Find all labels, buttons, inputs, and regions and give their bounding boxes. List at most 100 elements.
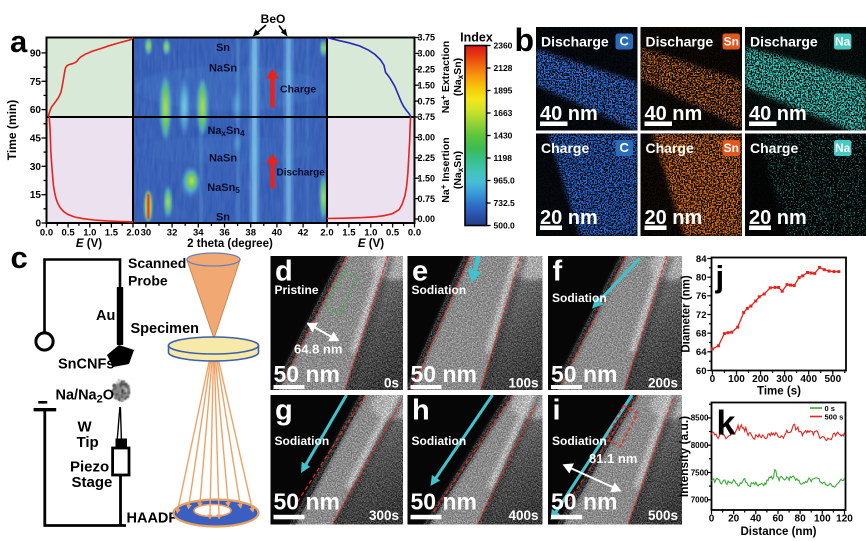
svg-text:j: j bbox=[715, 259, 725, 294]
svg-text:3.00: 3.00 bbox=[418, 49, 436, 59]
svg-text:Time (min): Time (min) bbox=[5, 100, 19, 160]
svg-text:Sn: Sn bbox=[216, 212, 230, 224]
svg-text:2 theta (degree): 2 theta (degree) bbox=[187, 238, 273, 250]
svg-text:Na: Na bbox=[835, 141, 851, 155]
svg-text:64: 64 bbox=[696, 347, 707, 358]
svg-text:40: 40 bbox=[272, 228, 283, 239]
svg-text:60: 60 bbox=[772, 514, 784, 525]
svg-text:Na: Na bbox=[835, 34, 851, 48]
svg-text:0.00: 0.00 bbox=[418, 214, 436, 224]
svg-text:1198: 1198 bbox=[494, 153, 513, 163]
svg-text:40 nm: 40 nm bbox=[749, 103, 807, 125]
svg-text:20 nm: 20 nm bbox=[749, 207, 807, 229]
svg-text:3.75: 3.75 bbox=[418, 33, 436, 43]
svg-text:36: 36 bbox=[219, 228, 230, 239]
svg-text:Discharge: Discharge bbox=[541, 34, 609, 50]
svg-text:8500: 8500 bbox=[691, 414, 709, 423]
svg-text:1430: 1430 bbox=[494, 131, 513, 141]
svg-text:BeO: BeO bbox=[261, 12, 286, 26]
svg-text:32: 32 bbox=[167, 228, 178, 239]
svg-text:2.0: 2.0 bbox=[126, 228, 139, 239]
svg-text:42: 42 bbox=[298, 228, 309, 239]
svg-text:2.0: 2.0 bbox=[320, 228, 333, 239]
svg-text:3.75: 3.75 bbox=[418, 112, 436, 122]
svg-text:2.25: 2.25 bbox=[418, 153, 436, 163]
svg-text:80: 80 bbox=[795, 514, 807, 525]
svg-text:g: g bbox=[275, 395, 293, 427]
svg-text:Specimen: Specimen bbox=[131, 321, 200, 337]
svg-text:0: 0 bbox=[709, 514, 715, 525]
svg-text:Discharge: Discharge bbox=[646, 34, 714, 50]
svg-text:e: e bbox=[412, 256, 428, 288]
svg-text:100: 100 bbox=[814, 514, 831, 525]
svg-text:0.5: 0.5 bbox=[386, 228, 400, 239]
svg-text:30: 30 bbox=[30, 162, 42, 173]
svg-text:Sn: Sn bbox=[724, 34, 739, 48]
svg-text:Distance (nm): Distance (nm) bbox=[740, 526, 816, 538]
svg-text:120: 120 bbox=[836, 514, 853, 525]
svg-text:80: 80 bbox=[696, 273, 707, 284]
svg-text:0.0: 0.0 bbox=[40, 228, 53, 239]
svg-text:Tip: Tip bbox=[77, 434, 99, 451]
svg-text:1.0: 1.0 bbox=[83, 228, 96, 239]
svg-text:84: 84 bbox=[696, 254, 707, 265]
svg-text:Na+ Insertion: Na+ Insertion bbox=[439, 137, 452, 202]
svg-text:20 nm: 20 nm bbox=[540, 207, 598, 229]
svg-text:W: W bbox=[78, 419, 93, 436]
svg-text:500 s: 500 s bbox=[825, 413, 844, 422]
svg-text:a: a bbox=[10, 24, 28, 59]
svg-text:c: c bbox=[11, 240, 28, 275]
svg-text:Charge: Charge bbox=[541, 140, 589, 156]
svg-text:50 nm: 50 nm bbox=[274, 489, 340, 515]
svg-text:34: 34 bbox=[193, 228, 204, 239]
svg-text:0.75: 0.75 bbox=[418, 96, 436, 106]
svg-text:C: C bbox=[620, 140, 630, 155]
svg-text:k: k bbox=[717, 405, 736, 443]
svg-text:Index: Index bbox=[460, 31, 493, 45]
svg-text:100: 100 bbox=[728, 374, 745, 385]
svg-text:Pristine: Pristine bbox=[275, 283, 319, 297]
svg-text:81.1 nm: 81.1 nm bbox=[589, 451, 637, 466]
svg-text:(NaxSn): (NaxSn) bbox=[452, 58, 465, 96]
svg-text:Charge: Charge bbox=[750, 140, 798, 156]
svg-text:1.5: 1.5 bbox=[105, 228, 119, 239]
svg-text:68: 68 bbox=[696, 329, 707, 340]
svg-text:100s: 100s bbox=[508, 376, 538, 391]
svg-text:965.0: 965.0 bbox=[494, 176, 516, 186]
svg-text:200: 200 bbox=[752, 374, 769, 385]
svg-text:1.50: 1.50 bbox=[418, 80, 436, 90]
svg-text:Intensity (a.u.): Intensity (a.u.) bbox=[677, 416, 691, 497]
svg-text:0 s: 0 s bbox=[825, 404, 835, 413]
svg-text:Time (s): Time (s) bbox=[757, 386, 801, 398]
svg-text:8000: 8000 bbox=[691, 441, 709, 450]
svg-text:Discharge: Discharge bbox=[277, 168, 326, 179]
svg-text:0.0: 0.0 bbox=[408, 228, 421, 239]
svg-text:2360: 2360 bbox=[494, 41, 513, 51]
svg-text:500: 500 bbox=[824, 374, 841, 385]
svg-text:Charge: Charge bbox=[646, 140, 694, 156]
svg-text:E (V): E (V) bbox=[358, 238, 384, 250]
svg-text:50 nm: 50 nm bbox=[411, 361, 477, 387]
svg-text:Sodiation: Sodiation bbox=[552, 291, 607, 305]
svg-text:i: i bbox=[553, 395, 561, 427]
svg-text:Na/Na2O: Na/Na2O bbox=[56, 388, 115, 406]
svg-text:90: 90 bbox=[30, 48, 42, 59]
svg-text:76: 76 bbox=[696, 291, 707, 302]
svg-text:500s: 500s bbox=[648, 508, 678, 523]
svg-text:NaxSn4: NaxSn4 bbox=[207, 125, 245, 138]
svg-text:20: 20 bbox=[728, 514, 740, 525]
svg-text:38: 38 bbox=[245, 228, 256, 239]
svg-text:1895: 1895 bbox=[494, 86, 513, 96]
svg-text:7500: 7500 bbox=[691, 468, 709, 477]
svg-text:NaSn5: NaSn5 bbox=[207, 182, 240, 195]
svg-text:60: 60 bbox=[30, 105, 42, 116]
svg-text:Diameter (nm): Diameter (nm) bbox=[681, 275, 693, 352]
svg-text:1.5: 1.5 bbox=[342, 228, 356, 239]
svg-text:Stage: Stage bbox=[72, 474, 113, 491]
svg-text:1.0: 1.0 bbox=[364, 228, 377, 239]
svg-text:NaSn: NaSn bbox=[209, 63, 237, 75]
svg-text:400s: 400s bbox=[508, 508, 538, 523]
svg-text:Au: Au bbox=[96, 308, 115, 324]
svg-text:Probe: Probe bbox=[128, 273, 168, 289]
svg-text:b: b bbox=[515, 22, 535, 58]
